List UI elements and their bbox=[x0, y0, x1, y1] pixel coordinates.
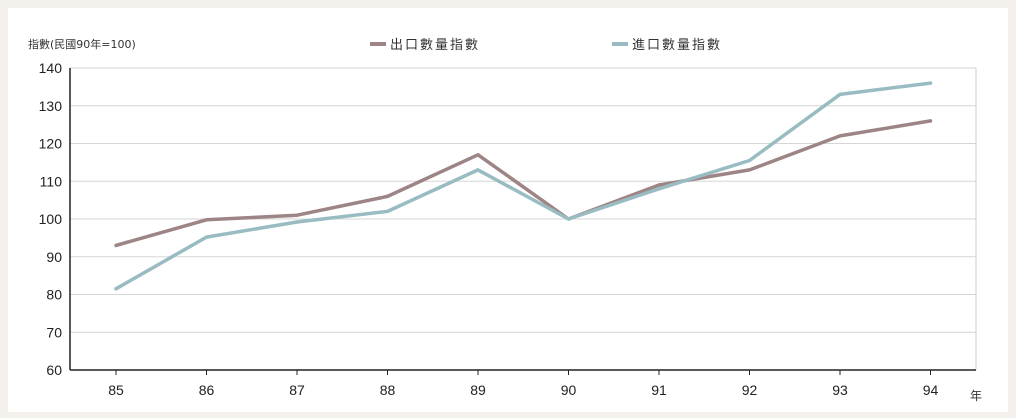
x-tick-label-89: 89 bbox=[470, 382, 486, 398]
data-point-export-85 bbox=[114, 243, 118, 248]
data-point-import-92 bbox=[747, 158, 752, 163]
series-line-export bbox=[114, 119, 933, 248]
data-point-import-93 bbox=[838, 92, 842, 97]
data-point-import-91 bbox=[657, 187, 661, 191]
y-tick-label-120: 120 bbox=[39, 136, 63, 152]
y-tick-label-60: 60 bbox=[46, 362, 62, 378]
x-tick-label-88: 88 bbox=[380, 382, 396, 398]
x-tick-label-94: 94 bbox=[923, 382, 939, 398]
y-tick-label-80: 80 bbox=[46, 287, 62, 303]
data-point-import-89 bbox=[476, 168, 480, 172]
chart-container: 140 130 120 110 100 90 80 70 60 85 86 87 88 89 90 91 92 9… bbox=[8, 8, 1008, 412]
y-tick-label-70: 70 bbox=[46, 324, 62, 340]
x-tick-label-91: 91 bbox=[651, 382, 667, 398]
data-point-export-93 bbox=[838, 134, 842, 138]
y-tick-label-100: 100 bbox=[39, 211, 63, 227]
y-tick-label-130: 130 bbox=[39, 98, 63, 114]
x-tick-label-86: 86 bbox=[199, 382, 215, 398]
legend-label-import: 進口數量指數 bbox=[632, 38, 722, 53]
x-tick-label-93: 93 bbox=[832, 382, 848, 398]
data-point-import-85 bbox=[114, 287, 118, 291]
series-lines bbox=[114, 81, 933, 291]
data-point-export-86 bbox=[204, 218, 209, 222]
legend: 出口數量指數 進口數量指數 bbox=[370, 38, 722, 53]
data-point-export-94 bbox=[928, 119, 933, 123]
data-point-export-89 bbox=[476, 153, 480, 157]
data-point-export-91 bbox=[657, 183, 661, 187]
x-tick-label-87: 87 bbox=[289, 382, 305, 398]
legend-label-export: 出口數量指數 bbox=[390, 38, 480, 53]
x-tick-label-90: 90 bbox=[561, 382, 577, 398]
x-tick-label-85: 85 bbox=[108, 382, 124, 398]
data-point-import-90 bbox=[566, 217, 571, 221]
y-tick-label-140: 140 bbox=[39, 60, 63, 76]
y-axis-title: 指數(民國90年=100) bbox=[28, 37, 136, 51]
x-tick-label-92: 92 bbox=[742, 382, 758, 398]
data-point-import-88 bbox=[385, 209, 390, 214]
data-point-export-92 bbox=[747, 168, 752, 172]
line-chart: 140 130 120 110 100 90 80 70 60 85 86 87 88 89 90 91 92 9… bbox=[28, 37, 982, 403]
data-point-import-94 bbox=[928, 81, 933, 85]
x-axis-unit: 年 bbox=[970, 389, 982, 403]
data-point-export-88 bbox=[385, 194, 390, 198]
y-tick-label-110: 110 bbox=[40, 173, 63, 189]
axes: 140 130 120 110 100 90 80 70 60 85 86 87 88 89 90 91 92 9… bbox=[39, 60, 976, 398]
data-point-import-86 bbox=[204, 235, 209, 239]
series-line-import bbox=[114, 81, 933, 291]
data-point-export-87 bbox=[295, 213, 299, 217]
y-tick-label-90: 90 bbox=[46, 249, 62, 265]
data-point-import-87 bbox=[295, 220, 299, 224]
